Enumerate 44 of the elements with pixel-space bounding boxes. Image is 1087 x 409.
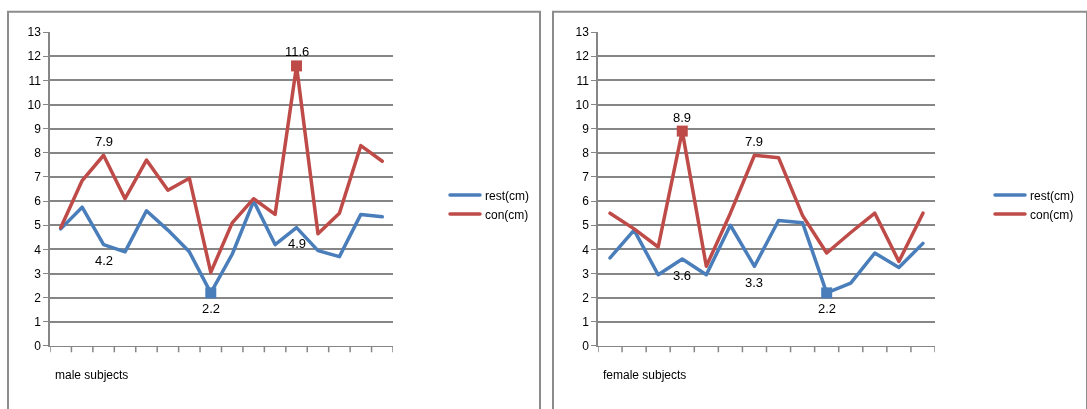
y-tick-label: 10: [575, 97, 590, 112]
data-label: 4.2: [95, 253, 114, 268]
y-tick-label: 12: [27, 49, 42, 64]
data-label: 2.2: [818, 301, 837, 316]
y-tick-label: 9: [34, 121, 42, 136]
x-axis-title: male subjects: [55, 368, 129, 382]
y-tick-label: 2: [582, 290, 590, 305]
legend-label: con(cm): [485, 207, 529, 222]
y-tick-label: 7: [34, 170, 42, 185]
y-tick-label: 0: [582, 339, 590, 354]
y-tick-label: 4: [582, 242, 590, 257]
y-tick-label: 6: [582, 194, 590, 209]
y-tick-label: 7: [582, 170, 590, 185]
data-label: 11.6: [285, 44, 310, 59]
y-tick-label: 11: [28, 73, 42, 88]
y-tick-label: 13: [27, 25, 42, 40]
y-tick-label: 0: [34, 339, 42, 354]
y-tick-label: 1: [582, 315, 590, 330]
data-label: 7.9: [95, 134, 114, 149]
y-tick-label: 8: [582, 146, 590, 161]
legend-label: rest(cm): [1030, 188, 1074, 203]
data-label: 2.2: [202, 301, 221, 316]
y-tick-label: 13: [575, 25, 590, 40]
y-tick-label: 10: [27, 97, 42, 112]
y-tick-label: 5: [582, 218, 590, 233]
y-tick-label: 1: [34, 315, 42, 330]
y-tick-label: 11: [576, 73, 590, 88]
y-tick-label: 3: [34, 266, 42, 281]
y-tick-label: 12: [575, 49, 590, 64]
data-label: 3.3: [745, 275, 764, 290]
y-tick-label: 4: [34, 242, 42, 257]
y-tick-label: 2: [34, 290, 42, 305]
data-label: 7.9: [745, 134, 764, 149]
data-label: 8.9: [673, 110, 692, 125]
legend-label: rest(cm): [485, 188, 529, 203]
y-tick-label: 5: [34, 218, 42, 233]
y-tick-label: 6: [34, 194, 42, 209]
y-tick-label: 3: [582, 266, 590, 281]
data-label: 3.6: [673, 268, 692, 283]
y-tick-label: 9: [582, 121, 590, 136]
y-tick-label: 8: [34, 146, 42, 161]
data-label: 4.9: [288, 236, 307, 251]
x-axis-title: female subjects: [603, 368, 687, 382]
legend-label: con(cm): [1030, 207, 1074, 222]
